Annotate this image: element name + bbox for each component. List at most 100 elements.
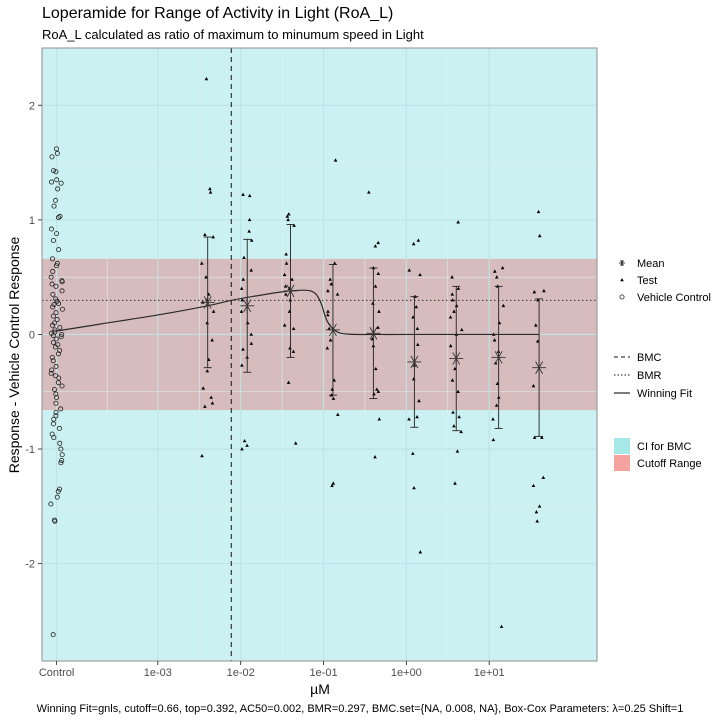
test-point: [376, 240, 380, 245]
vehicle-control-point: [50, 237, 56, 243]
test-point: [326, 309, 330, 313]
vehicle-control-point: [49, 281, 55, 287]
vehicle-control-point: [53, 373, 59, 379]
vehicle-control-point: [48, 274, 54, 280]
test-point: [535, 519, 540, 523]
test-point: [452, 424, 456, 428]
chart-subtitle: RoA_L calculated as ratio of maximum to …: [42, 27, 424, 42]
vehicle-control-point: [53, 336, 59, 342]
vehicle-control-point: [55, 488, 61, 494]
test-point: [333, 158, 338, 162]
test-point: [240, 363, 244, 367]
test-point: [494, 403, 499, 407]
test-point: [417, 398, 421, 403]
vehicle-control-point: [48, 370, 54, 376]
x-tick-label: 1e+01: [474, 667, 505, 679]
test-point: [536, 209, 541, 214]
test-point: [329, 282, 334, 286]
test-point: [373, 455, 377, 459]
test-point: [242, 439, 247, 443]
test-point: [494, 275, 499, 279]
vehicle-control-point: [49, 154, 55, 160]
mean-marker: [200, 295, 215, 310]
vehicle-control-point: [53, 310, 59, 316]
vehicle-control-point: [57, 425, 63, 431]
vehicle-control-point: [50, 421, 56, 427]
test-point: [336, 412, 340, 416]
vehicle-control-point: [55, 351, 61, 357]
legend-label: Winning Fit: [637, 388, 692, 400]
test-point: [459, 327, 464, 332]
legend-test-key: [620, 278, 624, 282]
test-point: [531, 384, 536, 388]
test-point: [208, 186, 212, 191]
vehicle-control-point: [56, 375, 62, 381]
test-point: [414, 304, 419, 309]
vehicle-control-point: [51, 416, 57, 422]
test-point: [407, 417, 411, 421]
test-point: [291, 349, 296, 353]
vehicle-control-point: [56, 301, 62, 307]
test-point: [537, 233, 542, 238]
test-point: [418, 550, 423, 554]
test-point: [199, 261, 204, 265]
mean-marker: [532, 360, 547, 375]
test-point: [249, 341, 254, 345]
vehicle-control-point: [58, 446, 64, 452]
test-point: [284, 292, 288, 296]
vehicle-control-point: [50, 632, 56, 638]
test-point: [241, 347, 245, 351]
vehicle-control-point: [59, 288, 65, 294]
vehicle-control-point: [51, 168, 57, 174]
x-tick-label: 1e-01: [309, 667, 337, 679]
legend-label: Test: [637, 275, 657, 287]
legend: Mean Test Vehicle Control BMC BMR Winning Fit…: [614, 258, 711, 471]
test-point: [450, 298, 455, 302]
test-point: [367, 190, 371, 194]
test-point: [411, 241, 416, 246]
vehicle-control-point: [57, 440, 63, 446]
test-point: [211, 235, 215, 239]
test-point: [335, 292, 340, 296]
plot-panel: [41, 47, 598, 662]
test-point: [418, 272, 422, 277]
test-point: [415, 326, 420, 331]
test-point: [411, 451, 415, 455]
test-point: [499, 624, 504, 628]
vehicle-control-point: [59, 279, 65, 285]
test-point: [377, 417, 382, 421]
test-point: [210, 338, 214, 342]
test-point: [293, 441, 298, 445]
test-point: [286, 380, 291, 384]
legend-label: Vehicle Control: [637, 292, 711, 304]
vehicle-control-point: [59, 306, 65, 312]
test-point: [455, 449, 460, 453]
test-point: [292, 223, 296, 227]
test-point: [532, 435, 537, 439]
test-point: [283, 284, 288, 288]
test-point: [457, 414, 461, 419]
vehicle-control-point: [54, 260, 60, 266]
test-point: [241, 192, 245, 196]
vehicle-control-point: [50, 339, 56, 345]
test-point: [376, 325, 380, 329]
test-point: [377, 309, 381, 313]
test-point: [205, 369, 210, 373]
test-point: [328, 338, 333, 342]
test-point: [531, 483, 536, 487]
vehicle-control-point: [58, 334, 64, 340]
test-point: [209, 395, 214, 399]
vehicle-control-point: [50, 291, 56, 297]
vehicle-control-point: [51, 386, 57, 392]
vehicle-control-point: [54, 494, 60, 500]
test-point: [201, 386, 205, 390]
mean-marker: [366, 326, 381, 341]
vehicle-control-point: [53, 169, 59, 175]
vehicle-control-point: [59, 457, 65, 463]
test-point: [290, 277, 294, 281]
mean-markers: [200, 283, 547, 375]
y-tick-label: -2: [25, 559, 35, 571]
x-axis-title: µM: [310, 681, 330, 697]
test-point: [415, 342, 420, 347]
